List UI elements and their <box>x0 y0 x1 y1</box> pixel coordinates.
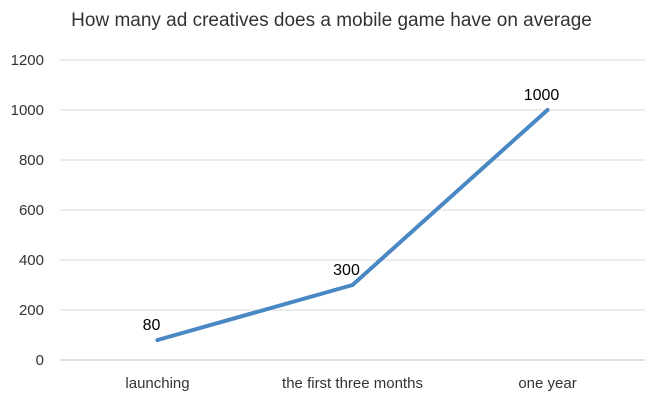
x-tick-label: the first three months <box>282 375 423 392</box>
data-label: 1000 <box>524 87 560 104</box>
y-tick-label: 800 <box>19 152 44 169</box>
series-line <box>155 108 550 342</box>
data-point <box>155 338 160 342</box>
data-point <box>545 108 550 112</box>
x-tick-label: one year <box>518 375 576 392</box>
y-tick-label: 0 <box>36 352 44 369</box>
data-label: 300 <box>333 262 360 279</box>
data-label: 80 <box>143 317 161 334</box>
chart-title: How many ad creatives does a mobile game… <box>71 10 592 31</box>
data-point <box>350 283 355 287</box>
y-tick-label: 600 <box>19 202 44 219</box>
y-tick-label: 400 <box>19 252 44 269</box>
y-tick-label: 1200 <box>11 52 44 69</box>
y-tick-label: 200 <box>19 302 44 319</box>
y-tick-label: 1000 <box>11 102 44 119</box>
x-tick-label: launching <box>125 375 189 392</box>
